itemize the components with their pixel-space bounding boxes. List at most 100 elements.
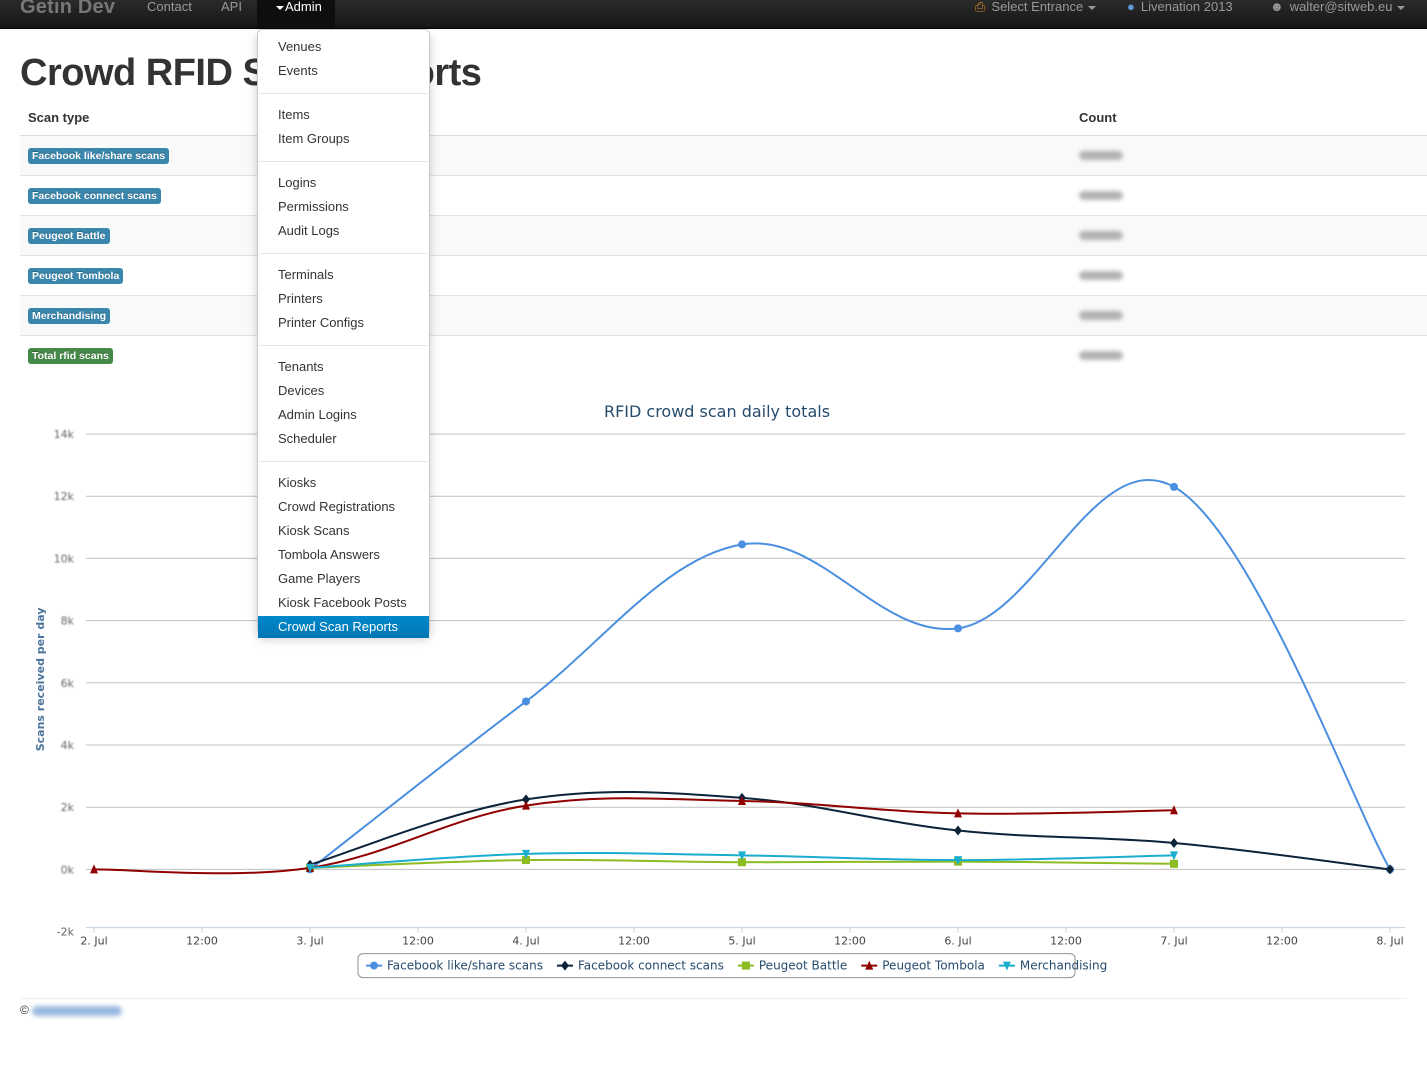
data-point (90, 864, 98, 874)
data-point (1386, 864, 1394, 875)
menu-item-tenants[interactable]: Tenants (278, 359, 324, 374)
menu-item-kiosk-facebook-posts[interactable]: Kiosk Facebook Posts (278, 595, 407, 610)
table-row: Merchandising (20, 295, 1427, 336)
x-tick-label: 12:00 (402, 935, 434, 948)
x-tick-label: 4. Jul (512, 935, 539, 948)
count-value-blurred (1079, 231, 1123, 240)
y-tick-label: 2k (61, 801, 75, 814)
data-point (522, 800, 530, 810)
scan-type-label: Total rfid scans (28, 348, 113, 364)
brand-logo[interactable]: Getin Dev (20, 0, 116, 18)
event-menu[interactable]: ● Livenation 2013 (1127, 0, 1233, 14)
menu-item-crowd-registrations[interactable]: Crowd Registrations (278, 499, 396, 514)
menu-divider (259, 253, 428, 255)
data-point (522, 856, 530, 865)
data-point (1170, 837, 1178, 848)
count-value-blurred (1079, 351, 1123, 360)
count-value-blurred (1079, 191, 1123, 200)
menu-item-kiosk-scans[interactable]: Kiosk Scans (278, 523, 350, 538)
menu-item-venues[interactable]: Venues (278, 39, 322, 54)
legend-marker (741, 961, 750, 970)
chart-title: RFID crowd scan daily totals (604, 402, 830, 421)
menu-item-admin-logins[interactable]: Admin Logins (278, 407, 357, 422)
menu-item-tombola-answers[interactable]: Tombola Answers (278, 547, 380, 562)
user-email: walter@sitweb.eu (1289, 0, 1393, 14)
menu-item-kiosks[interactable]: Kiosks (278, 475, 317, 490)
legend-marker (865, 960, 874, 970)
menu-divider (259, 93, 428, 95)
legend-marker (560, 960, 569, 971)
count-value-blurred (1079, 311, 1123, 320)
data-point (1170, 482, 1178, 491)
menu-item-printers[interactable]: Printers (278, 291, 323, 306)
data-point (522, 849, 530, 859)
menu-item-permissions[interactable]: Permissions (278, 199, 349, 214)
menu-divider (259, 345, 428, 347)
top-navbar: Getin Dev Contact API Admin ⎙ Select Entr… (0, 0, 1427, 29)
menu-item-events[interactable]: Events (278, 63, 318, 78)
menu-item-scheduler[interactable]: Scheduler (278, 431, 337, 446)
menu-item-printer-configs[interactable]: Printer Configs (278, 315, 364, 330)
x-tick-label: 6. Jul (944, 935, 971, 948)
footer-copyright: © (20, 1003, 33, 1017)
select-entrance-label: Select Entrance (991, 0, 1084, 14)
admin-dropdown-menu: Venues Events Items Item Groups Logins Permis… (257, 29, 430, 638)
footer: © (20, 1003, 123, 1017)
legend-item: Peugeot Battle (759, 959, 847, 973)
series-line-3 (93, 797, 1175, 875)
globe-icon: ● (1127, 0, 1135, 14)
data-point (954, 825, 962, 836)
menu-item-item-groups[interactable]: Item Groups (278, 131, 350, 146)
data-point (738, 858, 746, 867)
printer-icon: ⎙ (975, 0, 986, 14)
nav-admin-dropdown[interactable]: Admin (257, 0, 335, 28)
select-entrance-menu[interactable]: ⎙ Select Entrance (975, 0, 1097, 14)
menu-divider (259, 461, 428, 463)
footer-divider (20, 998, 1407, 999)
menu-item-terminals[interactable]: Terminals (278, 267, 334, 282)
y-tick-label: 0k (61, 863, 75, 876)
count-value-blurred (1079, 151, 1123, 160)
count-value-blurred (1079, 271, 1123, 280)
data-point (522, 697, 530, 706)
chevron-down-icon (276, 5, 284, 10)
series-line-0 (309, 478, 1391, 871)
menu-item-items[interactable]: Items (278, 107, 310, 122)
scan-type-label: Facebook connect scans (28, 188, 161, 204)
table-row: Peugeot Tombola (20, 255, 1427, 296)
x-tick-label: 12:00 (186, 935, 218, 948)
y-tick-label: 14k (54, 428, 75, 441)
x-tick-label: 3. Jul (296, 935, 323, 948)
legend-item: Facebook like/share scans (387, 959, 543, 973)
menu-item-audit-logs[interactable]: Audit Logs (278, 223, 340, 238)
legend-item: Facebook connect scans (578, 959, 724, 973)
menu-item-crowd-scan-reports[interactable]: Crowd Scan Reports (258, 616, 429, 638)
x-tick-label: 12:00 (1266, 935, 1298, 948)
nav-api[interactable]: API (221, 0, 242, 14)
data-point (1170, 851, 1178, 861)
chevron-down-icon (1397, 5, 1406, 10)
user-menu[interactable]: ☻ walter@sitweb.eu (1270, 0, 1406, 14)
y-tick-label: 10k (54, 552, 75, 565)
y-axis-label: Scans received per day (34, 608, 47, 752)
table-row: Facebook like/share scans (20, 135, 1427, 176)
scan-type-label: Peugeot Tombola (28, 268, 124, 284)
x-tick-label: 8. Jul (1376, 935, 1403, 948)
nav-contact[interactable]: Contact (147, 0, 192, 14)
menu-item-logins[interactable]: Logins (278, 175, 317, 190)
x-tick-label: 2. Jul (80, 935, 107, 948)
scan-type-label: Peugeot Battle (28, 228, 110, 244)
data-point (738, 795, 746, 805)
menu-item-game-players[interactable]: Game Players (278, 571, 361, 586)
x-tick-label: 12:00 (618, 935, 650, 948)
x-tick-label: 12:00 (1050, 935, 1082, 948)
menu-item-devices[interactable]: Devices (278, 383, 325, 398)
x-tick-label: 5. Jul (728, 935, 755, 948)
legend-marker (1002, 961, 1011, 971)
legend-marker (370, 961, 378, 970)
event-label: Livenation 2013 (1140, 0, 1233, 14)
x-tick-label: 12:00 (834, 935, 866, 948)
footer-blurred-text (32, 1005, 123, 1016)
y-tick-label: 4k (61, 739, 75, 752)
y-tick-label: 12k (54, 490, 75, 503)
